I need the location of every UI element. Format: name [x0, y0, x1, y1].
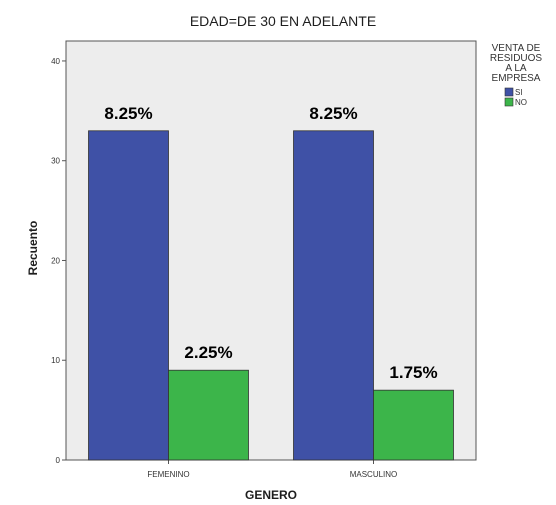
data-labels-group: 8.25% 2.25% 8.25% 1.75% — [104, 104, 437, 382]
data-label: 2.25% — [184, 343, 232, 362]
legend-swatch-no — [504, 97, 514, 107]
legend-title: RESIDUOS — [490, 53, 543, 64]
x-axis-label: GENERO — [245, 488, 297, 502]
legend-label-no: NO — [515, 98, 527, 107]
y-tick-label: 0 — [56, 456, 61, 465]
legend-title: EMPRESA — [492, 73, 541, 84]
legend-label-si: SI — [515, 88, 523, 97]
bars-group — [88, 130, 454, 461]
legend-swatch-si — [504, 87, 514, 97]
y-axis-label: Recuento — [26, 221, 40, 276]
y-tick-label: 30 — [51, 157, 60, 166]
bar-no-femenino — [168, 369, 249, 461]
bar-no-masculino — [373, 389, 454, 461]
data-label: 8.25% — [104, 104, 152, 123]
x-axis: FEMENINO MASCULINO — [147, 460, 397, 479]
legend-title: A LA — [505, 63, 526, 74]
x-tick-label: FEMENINO — [147, 470, 189, 479]
legend-title: VENTA DE — [492, 43, 541, 54]
bar-si-femenino — [88, 130, 169, 461]
bar-si-masculino — [293, 130, 374, 461]
y-tick-label: 20 — [51, 256, 60, 265]
y-tick-label: 10 — [51, 356, 60, 365]
data-label: 1.75% — [389, 363, 437, 382]
x-tick-label: MASCULINO — [350, 470, 398, 479]
data-label: 8.25% — [309, 104, 357, 123]
y-axis: 0 10 20 30 40 — [51, 57, 66, 465]
y-tick-label: 40 — [51, 57, 60, 66]
chart-title: EDAD=DE 30 EN ADELANTE — [190, 13, 376, 29]
